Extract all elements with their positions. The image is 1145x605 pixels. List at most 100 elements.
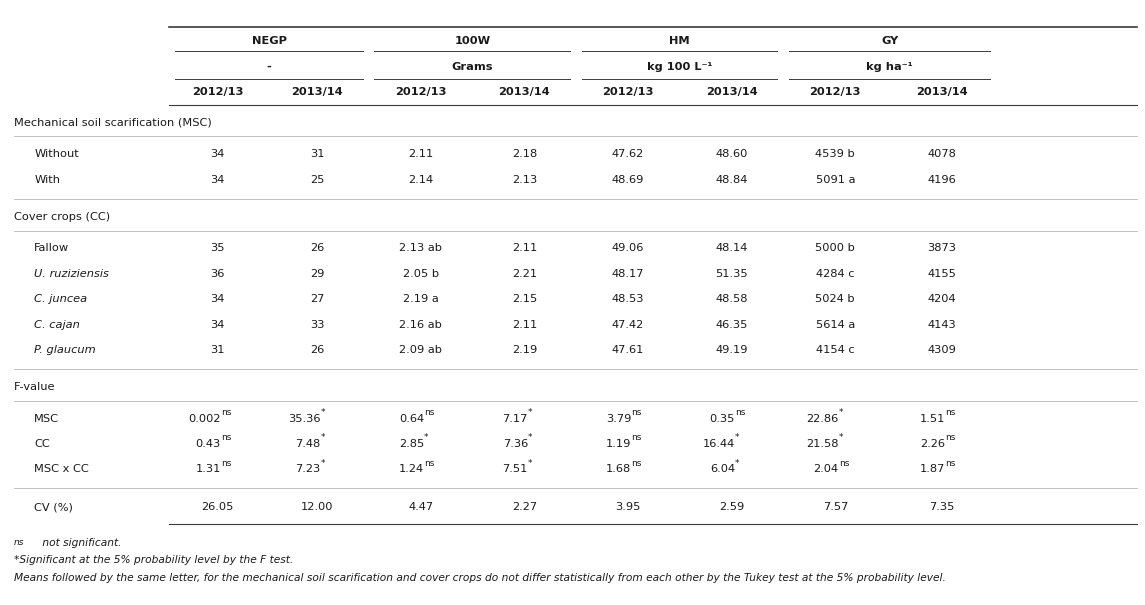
Text: not significant.: not significant. xyxy=(39,538,121,548)
Text: *: * xyxy=(735,433,740,442)
Text: kg 100 L⁻¹: kg 100 L⁻¹ xyxy=(647,62,712,71)
Text: 7.36: 7.36 xyxy=(503,439,528,449)
Text: 4196: 4196 xyxy=(927,175,956,185)
Text: *: * xyxy=(424,433,428,442)
Text: 29: 29 xyxy=(310,269,324,279)
Text: ns: ns xyxy=(221,408,231,417)
Text: 2012/13: 2012/13 xyxy=(810,87,861,97)
Text: 2.59: 2.59 xyxy=(719,503,744,512)
Text: U. ruziziensis: U. ruziziensis xyxy=(34,269,109,279)
Text: 34: 34 xyxy=(211,319,224,330)
Text: 48.17: 48.17 xyxy=(611,269,645,279)
Text: 4284 c: 4284 c xyxy=(816,269,854,279)
Text: Mechanical soil scarification (MSC): Mechanical soil scarification (MSC) xyxy=(14,117,212,128)
Text: 35.36: 35.36 xyxy=(289,414,321,424)
Text: 4204: 4204 xyxy=(927,294,956,304)
Text: 0.35: 0.35 xyxy=(710,414,735,424)
Text: 51.35: 51.35 xyxy=(716,269,748,279)
Text: ns: ns xyxy=(221,459,231,468)
Text: 12.00: 12.00 xyxy=(301,503,333,512)
Text: 2012/13: 2012/13 xyxy=(602,87,654,97)
Text: 27: 27 xyxy=(310,294,324,304)
Text: 100W: 100W xyxy=(455,36,490,46)
Text: 1.19: 1.19 xyxy=(606,439,632,449)
Text: 2.11: 2.11 xyxy=(512,319,537,330)
Text: 2.18: 2.18 xyxy=(512,149,537,159)
Text: 3.79: 3.79 xyxy=(606,414,632,424)
Text: ns: ns xyxy=(632,459,642,468)
Text: 5000 b: 5000 b xyxy=(815,243,855,253)
Text: 1.24: 1.24 xyxy=(400,465,424,474)
Text: ns: ns xyxy=(424,459,435,468)
Text: 36: 36 xyxy=(211,269,224,279)
Text: *: * xyxy=(528,459,532,468)
Text: 2.05 b: 2.05 b xyxy=(403,269,439,279)
Text: 48.69: 48.69 xyxy=(611,175,645,185)
Text: C. cajan: C. cajan xyxy=(34,319,80,330)
Text: 47.62: 47.62 xyxy=(611,149,645,159)
Text: ns: ns xyxy=(221,433,231,442)
Text: ns: ns xyxy=(946,408,956,417)
Text: 2.14: 2.14 xyxy=(409,175,433,185)
Text: 2.16 ab: 2.16 ab xyxy=(400,319,442,330)
Text: 4155: 4155 xyxy=(927,269,956,279)
Text: kg ha⁻¹: kg ha⁻¹ xyxy=(867,62,913,71)
Text: 0.64: 0.64 xyxy=(400,414,424,424)
Text: 5091 a: 5091 a xyxy=(815,175,855,185)
Text: 4154 c: 4154 c xyxy=(816,345,854,355)
Text: 26: 26 xyxy=(310,243,324,253)
Text: 4078: 4078 xyxy=(927,149,956,159)
Text: Without: Without xyxy=(34,149,79,159)
Text: 31: 31 xyxy=(310,149,324,159)
Text: 2.21: 2.21 xyxy=(512,269,537,279)
Text: 2.19 a: 2.19 a xyxy=(403,294,439,304)
Text: 1.31: 1.31 xyxy=(196,465,221,474)
Text: 2013/14: 2013/14 xyxy=(291,87,343,97)
Text: -: - xyxy=(267,62,271,71)
Text: 34: 34 xyxy=(211,294,224,304)
Text: MSC: MSC xyxy=(34,414,60,424)
Text: 6.04: 6.04 xyxy=(710,465,735,474)
Text: GY: GY xyxy=(881,36,899,46)
Text: MSC x CC: MSC x CC xyxy=(34,465,89,474)
Text: *: * xyxy=(321,459,325,468)
Text: 35: 35 xyxy=(211,243,224,253)
Text: 1.68: 1.68 xyxy=(606,465,632,474)
Text: ns: ns xyxy=(946,433,956,442)
Text: *Significant at the 5% probability level by the F test.: *Significant at the 5% probability level… xyxy=(14,555,293,565)
Text: 2013/14: 2013/14 xyxy=(705,87,758,97)
Text: NEGP: NEGP xyxy=(252,36,286,46)
Text: 2013/14: 2013/14 xyxy=(498,87,551,97)
Text: ns: ns xyxy=(735,408,745,417)
Text: 7.51: 7.51 xyxy=(503,465,528,474)
Text: 47.61: 47.61 xyxy=(611,345,645,355)
Text: ns: ns xyxy=(946,459,956,468)
Text: 7.57: 7.57 xyxy=(822,503,848,512)
Text: 22.86: 22.86 xyxy=(806,414,839,424)
Text: *: * xyxy=(321,408,325,417)
Text: 2012/13: 2012/13 xyxy=(395,87,447,97)
Text: 4.47: 4.47 xyxy=(409,503,433,512)
Text: 48.60: 48.60 xyxy=(716,149,748,159)
Text: 0.43: 0.43 xyxy=(196,439,221,449)
Text: 2012/13: 2012/13 xyxy=(192,87,243,97)
Text: 48.14: 48.14 xyxy=(716,243,748,253)
Text: 2.09 ab: 2.09 ab xyxy=(400,345,442,355)
Text: ns: ns xyxy=(839,459,850,468)
Text: Cover crops (CC): Cover crops (CC) xyxy=(14,212,110,221)
Text: ns: ns xyxy=(632,433,642,442)
Text: 48.58: 48.58 xyxy=(716,294,748,304)
Text: 49.19: 49.19 xyxy=(716,345,748,355)
Text: 3873: 3873 xyxy=(927,243,956,253)
Text: 4143: 4143 xyxy=(927,319,956,330)
Text: 2.27: 2.27 xyxy=(512,503,537,512)
Text: CC: CC xyxy=(34,439,50,449)
Text: 48.84: 48.84 xyxy=(716,175,748,185)
Text: 0.002: 0.002 xyxy=(189,414,221,424)
Text: CV (%): CV (%) xyxy=(34,503,73,512)
Text: 33: 33 xyxy=(310,319,324,330)
Text: 4309: 4309 xyxy=(927,345,956,355)
Text: *: * xyxy=(321,433,325,442)
Text: 47.42: 47.42 xyxy=(611,319,645,330)
Text: 2.85: 2.85 xyxy=(398,439,424,449)
